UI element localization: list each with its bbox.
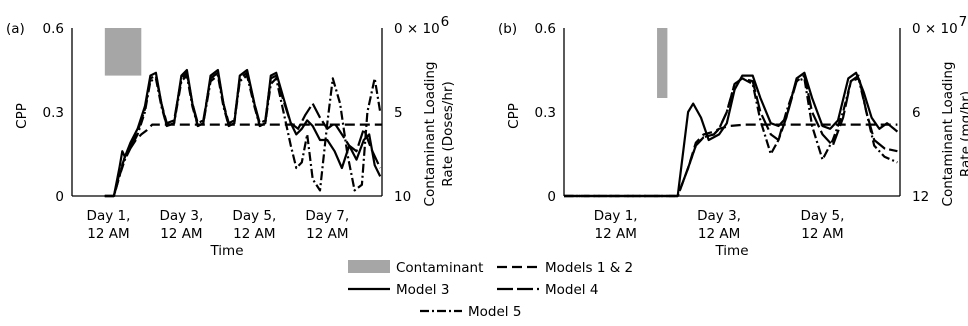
legend-label: Model 4 (545, 282, 598, 298)
y2-axis-multiplier: 0 × 10 (912, 21, 958, 37)
y-tick-label: 0 (55, 189, 64, 205)
x-tick-label: 12 AM (233, 226, 275, 242)
legend-label: Models 1 & 2 (545, 260, 633, 276)
series-line-dash (104, 123, 382, 198)
x-tick-label: 12 AM (698, 226, 740, 242)
y2-axis-exponent: 7 (959, 14, 968, 30)
panel-a: 0 0.3 0.6 0 × 10 6 5 10 Day 1, 12 AM Day 3, 12 AM D… (6, 14, 456, 259)
x-tick-label: Day 1, (594, 208, 638, 224)
y2-axis-label: Rate (mg/hr) (958, 91, 968, 177)
legend: Contaminant Models 1 & 2 Model 3 Model 4 Mod… (348, 260, 633, 320)
y-axis-label: CPP (14, 103, 30, 129)
x-tick-label: 12 AM (160, 226, 202, 242)
series-line-dash (564, 123, 898, 198)
y-tick-label: 0 (547, 189, 556, 205)
y2-tick-label: 10 (394, 189, 411, 205)
x-tick-label: Day 3, (159, 208, 203, 224)
y2-axis-exponent: 6 (441, 14, 450, 30)
y2-axis-multiplier: 0 × 10 (394, 21, 440, 37)
y2-tick-label: 5 (394, 105, 403, 121)
x-axis-label: Time (209, 243, 243, 259)
y2-axis-label: Contaminant Loading (422, 62, 438, 207)
x-tick-label: Day 7, (305, 208, 349, 224)
series-line-dashdot (564, 77, 898, 198)
series-line-longdash (104, 71, 382, 198)
x-tick-label: Day 5, (232, 208, 276, 224)
x-tick-label: Day 1, (87, 208, 131, 224)
y-tick-label: 0.3 (535, 105, 556, 121)
series-line-solid (104, 68, 382, 198)
x-tick-label: Day 5, (801, 208, 845, 224)
x-axis-label: Time (714, 243, 748, 259)
y-axis-label: CPP (506, 103, 522, 129)
x-tick-label: 12 AM (801, 226, 843, 242)
series-line-dashdot (104, 74, 382, 198)
panel-label: (a) (6, 21, 25, 37)
x-tick-label: 12 AM (306, 226, 348, 242)
panel-b: 0 0.3 0.6 0 × 10 7 6 12 Day 1, 12 AM Day 3, 12 AM D… (498, 14, 968, 259)
y-tick-label: 0.6 (535, 21, 556, 37)
contaminant-bar (657, 28, 668, 98)
legend-label: Model 3 (396, 282, 449, 298)
x-tick-label: 12 AM (595, 226, 637, 242)
x-tick-label: 12 AM (87, 226, 129, 242)
y2-tick-label: 12 (912, 189, 929, 205)
x-tick-label: Day 3, (697, 208, 741, 224)
y2-axis-label: Contaminant Loading (940, 62, 956, 207)
legend-label: Contaminant (396, 260, 483, 276)
y-tick-label: 0.6 (43, 21, 64, 37)
contaminant-bar (104, 28, 142, 76)
y2-axis-label: Rate (Doses/hr) (440, 81, 456, 186)
y2-tick-label: 6 (912, 105, 921, 121)
y-tick-label: 0.3 (43, 105, 64, 121)
legend-swatch-contaminant (348, 260, 390, 273)
panel-label: (b) (498, 21, 517, 37)
legend-label: Model 5 (468, 304, 521, 320)
